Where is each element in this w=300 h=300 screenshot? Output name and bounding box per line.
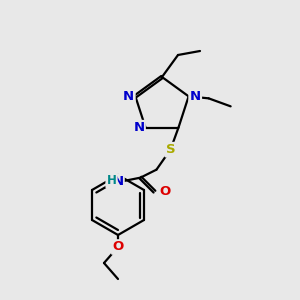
Text: N: N — [190, 90, 201, 103]
Text: N: N — [123, 90, 134, 103]
Text: O: O — [112, 241, 124, 254]
Text: N: N — [112, 175, 124, 188]
Text: O: O — [160, 185, 171, 198]
Text: S: S — [166, 143, 175, 156]
Text: H: H — [106, 174, 116, 187]
Text: N: N — [134, 121, 145, 134]
